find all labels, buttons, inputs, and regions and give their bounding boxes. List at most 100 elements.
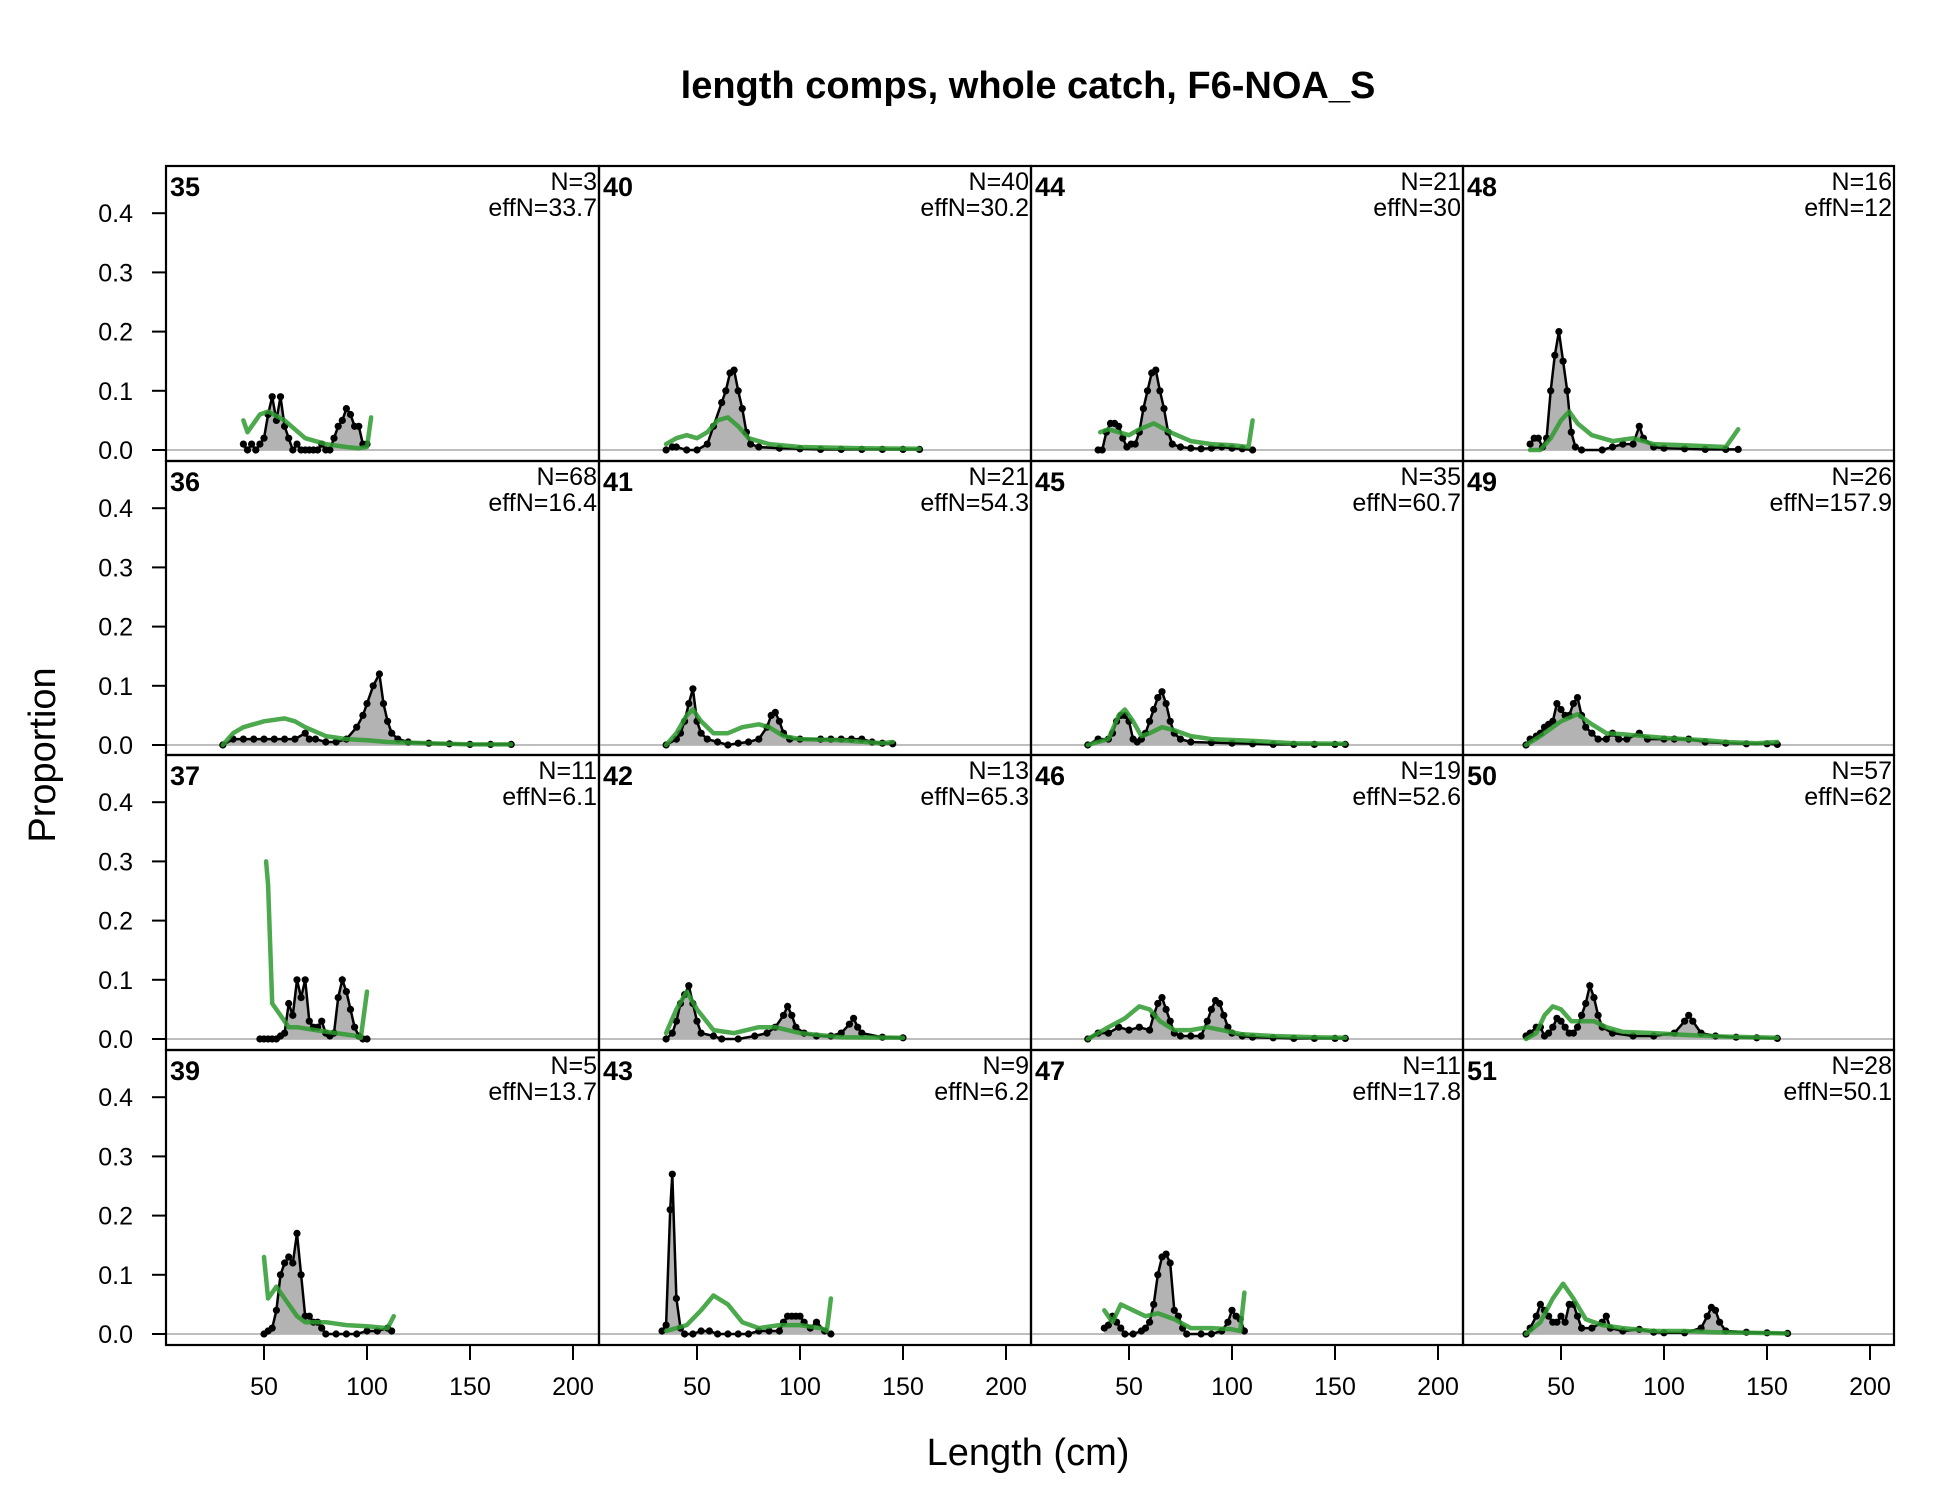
observed-point: [1150, 1300, 1158, 1308]
observed-point: [1207, 1005, 1215, 1014]
panel-n-label: N=57: [1832, 757, 1892, 785]
observed-point: [342, 405, 350, 413]
panel-year-label: 40: [603, 172, 633, 202]
observed-point: [334, 422, 342, 430]
panel-n-label: N=21: [969, 463, 1029, 491]
observed-point: [1557, 1017, 1565, 1025]
observed-point: [1578, 446, 1586, 454]
y-tick-label: 0.3: [98, 554, 133, 582]
y-tick-label: 0.0: [98, 1026, 133, 1054]
observed-point: [1547, 387, 1555, 395]
panel-effn-label: effN=6.1: [502, 783, 597, 811]
observed-point: [289, 1259, 297, 1267]
observed-point: [1594, 735, 1602, 743]
observed-point: [1635, 422, 1643, 430]
observed-point: [681, 1330, 689, 1338]
observed-point: [709, 1032, 718, 1040]
observed-point: [734, 1035, 742, 1043]
panel-effn-label: effN=33.7: [488, 194, 597, 222]
observed-point: [291, 735, 299, 743]
observed-point: [342, 988, 350, 996]
observed-point: [1146, 717, 1154, 725]
observed-point: [703, 440, 711, 448]
observed-point: [775, 717, 784, 725]
observed-point: [1557, 1312, 1565, 1320]
y-tick-label: 0.1: [98, 967, 133, 995]
axes-group: 0.0 0.1 0.2 0.3 0.4 0.0 0.1 0.2 0.3 0.4 0.0 0.1 0.2 0…: [98, 200, 1891, 1401]
observed-point: [375, 670, 383, 678]
observed-point: [1249, 446, 1257, 454]
panel-plot-area: [166, 669, 599, 749]
observed-point: [1588, 1324, 1596, 1332]
expected-line: [1102, 1290, 1247, 1334]
observed-point: [792, 1023, 800, 1031]
observed-point: [252, 446, 260, 454]
y-tick-label: 0.2: [98, 908, 133, 936]
observed-point: [272, 1306, 280, 1314]
panel-year-label: 42: [603, 761, 633, 791]
panel-n-label: N=35: [1401, 463, 1461, 491]
x-axis-title: Length (cm): [927, 1432, 1130, 1474]
observed-point: [755, 735, 763, 743]
observed-point: [239, 440, 247, 448]
observed-point: [363, 1035, 371, 1043]
y-tick-label: 0.1: [98, 673, 133, 701]
x-tick-label: 200: [1849, 1373, 1891, 1401]
y-tick-label: 0.0: [98, 732, 133, 760]
observed-point: [1224, 1318, 1232, 1326]
observed-point: [1197, 1330, 1205, 1338]
observed-point: [379, 700, 388, 708]
observed-point: [1557, 705, 1565, 714]
y-tick-label: 0.4: [98, 1084, 133, 1112]
expected-line: [1523, 1281, 1790, 1337]
observed-point: [1216, 999, 1224, 1008]
observed-point: [359, 711, 367, 720]
observed-area: [264, 1233, 392, 1334]
observed-point: [854, 1023, 862, 1031]
observed-point: [1176, 735, 1185, 743]
observed-point: [1139, 405, 1147, 413]
panel-year-label: 44: [1035, 172, 1065, 202]
observed-point: [285, 434, 293, 442]
observed-point: [850, 1014, 858, 1022]
panel-effn-label: effN=30.2: [920, 194, 1029, 222]
chart-title: length comps, whole catch, F6-NOA_S: [681, 65, 1376, 107]
panel-year-label: 49: [1467, 467, 1497, 497]
observed-point: [858, 1029, 866, 1037]
panel-effn-label: effN=13.7: [488, 1078, 597, 1106]
observed-point: [270, 735, 278, 743]
panel-effn-label: effN=12: [1804, 194, 1892, 222]
y-tick-label: 0.4: [98, 495, 133, 523]
observed-area: [222, 674, 512, 745]
observed-point: [1588, 729, 1596, 737]
observed-point: [1131, 440, 1139, 448]
observed-point: [285, 1253, 293, 1261]
panel-n-label: N=40: [969, 168, 1029, 196]
y-tick-label: 0.0: [98, 437, 133, 465]
panel-effn-label: effN=157.9: [1769, 489, 1892, 517]
x-tick-label: 50: [683, 1373, 711, 1401]
observed-point: [1711, 1306, 1720, 1314]
observed-point: [1160, 405, 1168, 413]
y-tick-label: 0.1: [98, 1262, 133, 1290]
panel-year-label: 51: [1467, 1056, 1497, 1086]
observed-point: [338, 976, 346, 984]
observed-point: [1561, 1318, 1569, 1326]
observed-area: [666, 370, 920, 450]
panel-plot-area: [166, 859, 599, 1043]
x-tick-label: 150: [1314, 1373, 1356, 1401]
panel-plot-area: [1031, 688, 1463, 749]
observed-point: [260, 434, 268, 442]
panel-effn-label: effN=65.3: [920, 783, 1029, 811]
panel-plot-area: [599, 1170, 1031, 1338]
panel-plot-area: [166, 393, 599, 454]
observed-point: [1559, 357, 1567, 365]
observed-point: [1582, 723, 1590, 731]
panel-border: [1461, 1048, 1896, 1347]
panel-n-label: N=68: [537, 463, 597, 491]
x-tick-label: 200: [1417, 1373, 1459, 1401]
